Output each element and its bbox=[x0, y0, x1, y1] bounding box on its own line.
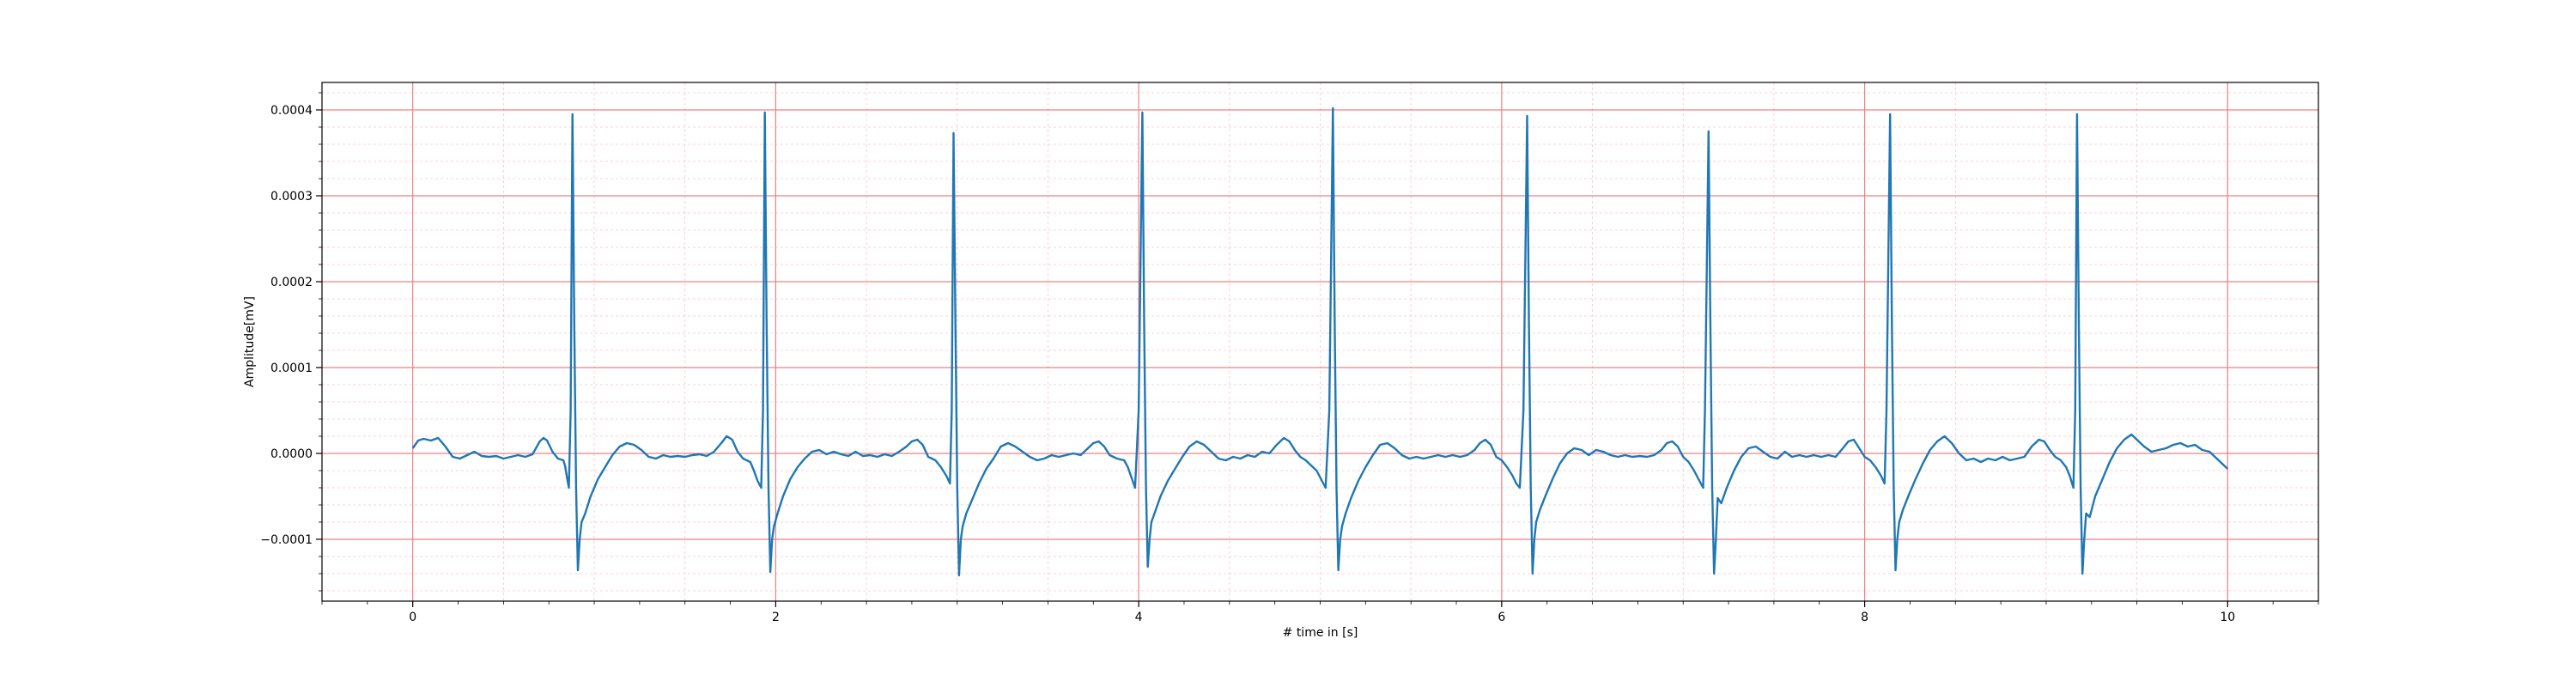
y-tick-label: 0.0002 bbox=[270, 276, 313, 289]
y-axis: −0.0001 0.0000 0.0001 0.0002 0.0003 0.0004 bbox=[260, 92, 322, 592]
y-tick-label: 0.0003 bbox=[270, 190, 313, 204]
x-axis-label: # time in [s] bbox=[1283, 626, 1358, 640]
x-tick-label: 8 bbox=[1861, 611, 1868, 624]
series-layer bbox=[411, 106, 2229, 577]
y-tick-label: 0.0004 bbox=[270, 104, 313, 118]
x-tick-label: 4 bbox=[1135, 611, 1143, 624]
x-tick-label: 6 bbox=[1498, 611, 1505, 624]
x-tick-label: 10 bbox=[2220, 611, 2235, 624]
ecg-signal-line bbox=[411, 106, 2229, 577]
y-axis-label: Amplitude[mV] bbox=[243, 296, 257, 387]
x-tick-label: 0 bbox=[409, 611, 416, 624]
y-tick-label: 0.0001 bbox=[270, 362, 313, 375]
y-tick-label: 0.0000 bbox=[270, 447, 313, 461]
x-axis: 0 2 4 6 8 10 bbox=[321, 601, 2319, 624]
y-tick-label: −0.0001 bbox=[260, 533, 313, 547]
major-grid bbox=[322, 82, 2318, 601]
x-tick-label: 2 bbox=[772, 611, 780, 624]
